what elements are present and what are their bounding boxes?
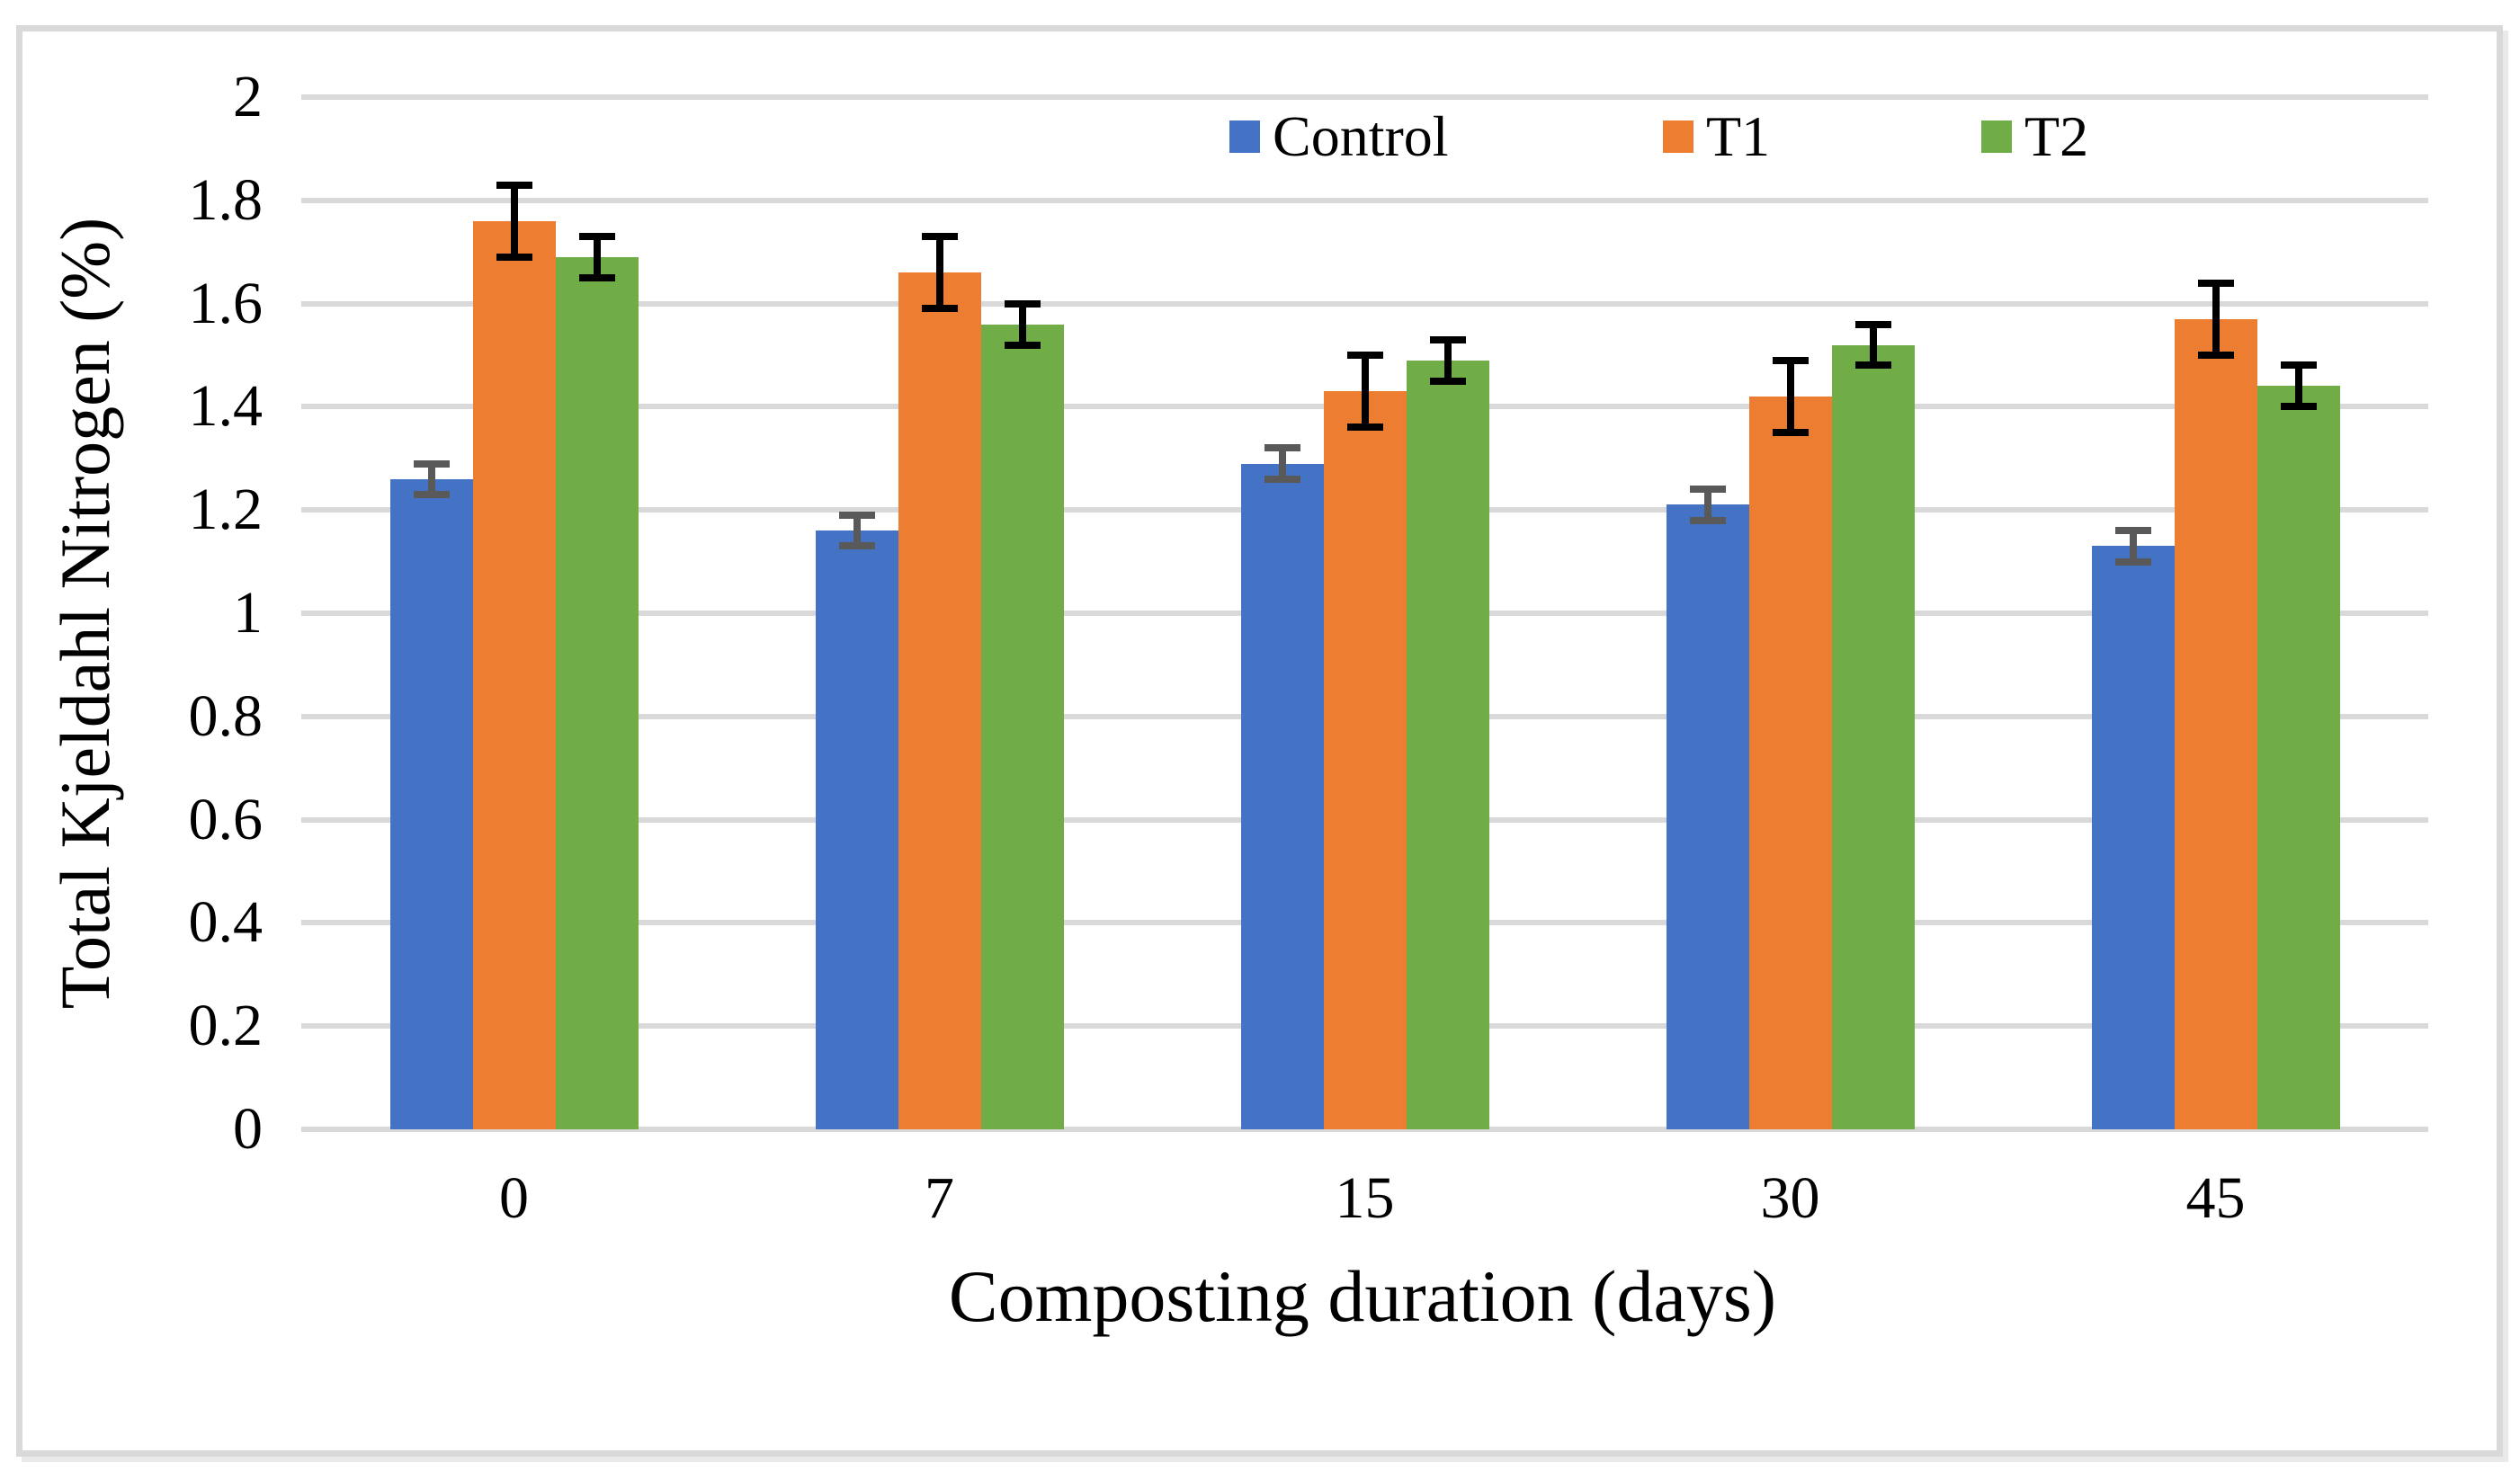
y-tick-label: 0.6 xyxy=(188,786,264,852)
error-bar-cap-top xyxy=(1264,444,1300,452)
error-bar-cap-top xyxy=(838,511,875,519)
error-bar-cap-top xyxy=(1429,335,1466,343)
legend-label: T2 xyxy=(2024,104,2089,168)
error-bar-line xyxy=(1278,448,1286,479)
legend-marker-t1 xyxy=(1663,120,1693,153)
y-tick-label: 2 xyxy=(233,64,263,129)
y-tick-label: 0.2 xyxy=(188,993,264,1059)
gridline xyxy=(301,300,2428,307)
error-bar-cap-bottom xyxy=(838,542,875,550)
error-bar-cap-bottom xyxy=(1772,429,1809,437)
error-bar-cap-top xyxy=(2197,279,2234,287)
bar-control-45 xyxy=(2091,546,2175,1129)
legend-entry-t1: T1 xyxy=(1663,108,1770,165)
error-bar-line xyxy=(510,184,518,257)
y-tick-label: 0 xyxy=(233,1096,263,1162)
error-bar-line xyxy=(1703,489,1711,521)
y-tick-label: 0.4 xyxy=(188,889,264,956)
x-tick-label: 0 xyxy=(499,1165,529,1231)
bar-t2-0 xyxy=(555,256,639,1129)
bar-t1-30 xyxy=(1748,396,1832,1129)
gridline xyxy=(301,94,2428,100)
x-tick-label: 7 xyxy=(925,1165,954,1231)
bar-t1-15 xyxy=(1323,391,1407,1129)
x-tick-label: 30 xyxy=(1760,1165,1820,1231)
error-bar-cap-top xyxy=(1346,352,1383,359)
legend-label: Control xyxy=(1273,104,1449,168)
x-tick-label: 45 xyxy=(2185,1165,2246,1231)
error-bar-line xyxy=(1869,324,1877,366)
error-bar-cap-bottom xyxy=(578,273,615,281)
y-tick-label: 1 xyxy=(233,580,263,646)
y-tick-label: 1.4 xyxy=(188,373,264,440)
error-bar-cap-top xyxy=(2280,361,2317,370)
error-bar-line xyxy=(1018,303,1026,345)
bar-t1-45 xyxy=(2174,318,2257,1129)
gridline xyxy=(301,197,2428,203)
y-tick-label: 1.8 xyxy=(188,166,264,233)
error-bar-line xyxy=(593,236,601,278)
bar-control-0 xyxy=(389,478,473,1129)
legend-marker-t2 xyxy=(1981,120,2012,153)
error-bar-line xyxy=(2212,282,2220,355)
error-bar-cap-top xyxy=(1854,320,1891,328)
legend-entry-control: Control xyxy=(1229,108,1449,165)
error-bar-cap-bottom xyxy=(1429,377,1466,385)
error-bar-cap-bottom xyxy=(1689,516,1726,524)
bar-control-30 xyxy=(1666,504,1749,1129)
bar-t2-45 xyxy=(2256,386,2340,1129)
error-bar-cap-top xyxy=(1004,299,1041,308)
error-bar-cap-bottom xyxy=(1264,475,1300,483)
bar-t2-15 xyxy=(1406,360,1489,1129)
error-bar-cap-top xyxy=(2114,527,2151,535)
gridline xyxy=(301,1127,2428,1132)
error-bar-cap-bottom xyxy=(1854,361,1891,370)
error-bar-line xyxy=(1361,355,1369,428)
bar-control-7 xyxy=(815,530,898,1129)
error-bar-cap-bottom xyxy=(921,305,958,313)
y-tick-label: 1.6 xyxy=(188,270,264,336)
error-bar-cap-top xyxy=(921,232,958,240)
error-bar-line xyxy=(1443,339,1452,381)
error-bar-cap-top xyxy=(578,232,615,240)
legend-marker-control xyxy=(1229,120,1260,153)
error-bar-line xyxy=(935,236,943,309)
error-bar-line xyxy=(2294,365,2302,407)
bar-t1-0 xyxy=(472,220,556,1129)
legend-label: T1 xyxy=(1706,104,1771,168)
error-bar-cap-top xyxy=(496,181,532,189)
error-bar-line xyxy=(2129,530,2137,562)
error-bar-cap-top xyxy=(413,459,450,468)
x-tick-label: 15 xyxy=(1335,1165,1395,1231)
bar-control-15 xyxy=(1240,463,1324,1129)
y-tick-label: 0.8 xyxy=(188,682,264,749)
error-bar-cap-bottom xyxy=(496,253,532,261)
bar-t1-7 xyxy=(898,272,981,1129)
error-bar-cap-top xyxy=(1772,356,1809,364)
error-bar-line xyxy=(1786,360,1794,433)
y-tick-label: 1.2 xyxy=(188,477,264,543)
legend-entry-t2: T2 xyxy=(1981,108,2088,165)
plot-area xyxy=(301,94,2428,1132)
error-bar-cap-top xyxy=(1689,486,1726,494)
x-axis-title: Composting duration (days) xyxy=(948,1255,1777,1337)
error-bar-cap-bottom xyxy=(1346,423,1383,432)
bar-t2-7 xyxy=(980,324,1064,1129)
error-bar-cap-bottom xyxy=(1004,341,1041,349)
error-bar-line xyxy=(427,463,435,495)
error-bar-cap-bottom xyxy=(413,490,450,498)
bar-t2-30 xyxy=(1831,344,1915,1129)
error-bar-cap-bottom xyxy=(2114,557,2151,566)
error-bar-cap-bottom xyxy=(2280,403,2317,411)
error-bar-cap-bottom xyxy=(2197,352,2234,359)
error-bar-line xyxy=(853,514,861,547)
